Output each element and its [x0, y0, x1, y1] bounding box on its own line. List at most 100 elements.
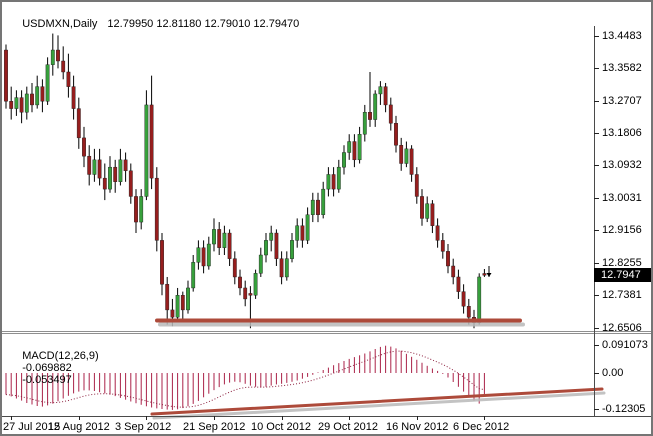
- bear-candle: [87, 155, 92, 175]
- time-tick: [349, 416, 350, 420]
- bull-candle: [342, 152, 346, 168]
- bull-candle: [425, 203, 430, 219]
- bull-candle: [347, 141, 352, 153]
- time-axis-label: 21 Sep 2012: [183, 421, 246, 433]
- price-axis-label: 12.8255: [602, 257, 642, 269]
- time-tick: [417, 416, 418, 420]
- bear-candle: [451, 265, 456, 278]
- bull-candle: [264, 240, 268, 256]
- bear-candle: [61, 60, 66, 73]
- time-axis-label: 6 Dec 2012: [453, 421, 510, 433]
- bear-candle: [238, 276, 242, 289]
- price-tick: [594, 295, 599, 296]
- bear-candle: [316, 199, 320, 215]
- bull-candle: [212, 229, 216, 245]
- bear-candle: [97, 159, 102, 179]
- bear-candle: [409, 148, 414, 175]
- bull-candle: [258, 254, 263, 274]
- bull-candle: [404, 148, 409, 164]
- bear-candle: [201, 247, 206, 267]
- macd-main-value: -0.069882: [22, 362, 72, 374]
- macd-trendline[interactable]: [150, 387, 604, 416]
- bull-candle: [108, 166, 112, 190]
- bear-candle: [430, 203, 435, 226]
- price-axis-label: 13.2707: [602, 95, 642, 107]
- bear-candle: [383, 86, 388, 106]
- time-axis-label: 3 Sep 2012: [115, 421, 172, 433]
- bear-candle: [435, 225, 440, 241]
- bear-candle: [56, 49, 60, 62]
- bull-candle: [45, 64, 50, 102]
- bull-candle: [321, 188, 326, 215]
- bear-candle: [394, 123, 398, 146]
- bear-candle: [134, 196, 138, 223]
- macd-axis-label: -0.12305: [602, 403, 646, 415]
- bear-candle: [40, 86, 45, 102]
- price-tick: [594, 263, 599, 264]
- bear-candle: [279, 258, 284, 278]
- price-axis-label: 13.4483: [602, 30, 642, 42]
- price-tick: [594, 68, 599, 69]
- bull-candle: [284, 258, 289, 278]
- bear-candle: [243, 287, 248, 300]
- bear-candle: [414, 174, 419, 197]
- macd-tick: [594, 345, 599, 346]
- bear-candle: [149, 104, 154, 179]
- bull-candle: [175, 295, 180, 318]
- time-axis-line: [2, 416, 651, 417]
- bear-candle: [82, 137, 86, 157]
- bear-candle: [227, 232, 232, 259]
- bull-candle: [253, 273, 258, 296]
- time-axis-label: 16 Nov 2012: [386, 421, 449, 433]
- price-axis-label: 13.1806: [602, 127, 642, 139]
- bull-candle: [362, 112, 367, 135]
- price-axis-label: 13.3582: [602, 62, 642, 74]
- bear-candle: [180, 295, 185, 311]
- bull-candle: [357, 134, 362, 161]
- bear-candle: [248, 293, 253, 296]
- price-tick: [594, 133, 599, 134]
- bear-candle: [440, 240, 445, 252]
- macd-axis-label: 0.00: [602, 367, 624, 379]
- time-tick: [214, 416, 215, 420]
- bull-candle: [196, 247, 201, 263]
- current-price-tag: 12.7947: [594, 268, 651, 282]
- bear-candle: [446, 251, 450, 267]
- bear-candle: [19, 97, 24, 113]
- panel-separator-bottom: [2, 333, 651, 334]
- price-axis-label: 13.0932: [602, 159, 642, 171]
- macd-trendline-shadow: [152, 391, 606, 420]
- time-tick: [146, 416, 147, 420]
- bull-candle: [35, 86, 40, 106]
- bull-candle: [222, 232, 227, 248]
- bull-candle: [295, 225, 300, 241]
- bear-candle: [123, 159, 128, 172]
- bear-candle: [102, 177, 107, 190]
- price-tick: [594, 165, 599, 166]
- bear-candle: [232, 258, 237, 278]
- bear-candle: [331, 174, 336, 190]
- bull-candle: [378, 86, 383, 95]
- bear-candle: [76, 108, 81, 139]
- time-axis-label: 10 Oct 2012: [251, 421, 311, 433]
- bear-candle: [170, 309, 175, 318]
- bull-candle: [373, 93, 378, 120]
- price-marker-arrowhead: [486, 273, 492, 277]
- bear-candle: [128, 170, 133, 197]
- bull-candle: [477, 276, 482, 323]
- bear-candle: [368, 112, 372, 120]
- bull-candle: [336, 166, 341, 190]
- bull-candle: [50, 49, 55, 65]
- price-axis-label: 13.0031: [602, 192, 642, 204]
- bull-candle: [206, 243, 211, 267]
- price-axis-label: 12.9156: [602, 224, 642, 236]
- bear-candle: [300, 225, 305, 241]
- price-tick: [594, 328, 599, 329]
- panel-separator-top[interactable]: [2, 331, 651, 332]
- bear-candle: [399, 144, 404, 164]
- bear-candle: [113, 166, 118, 182]
- price-axis-label: 12.7381: [602, 289, 642, 301]
- panel-separator-mid: [2, 332, 651, 333]
